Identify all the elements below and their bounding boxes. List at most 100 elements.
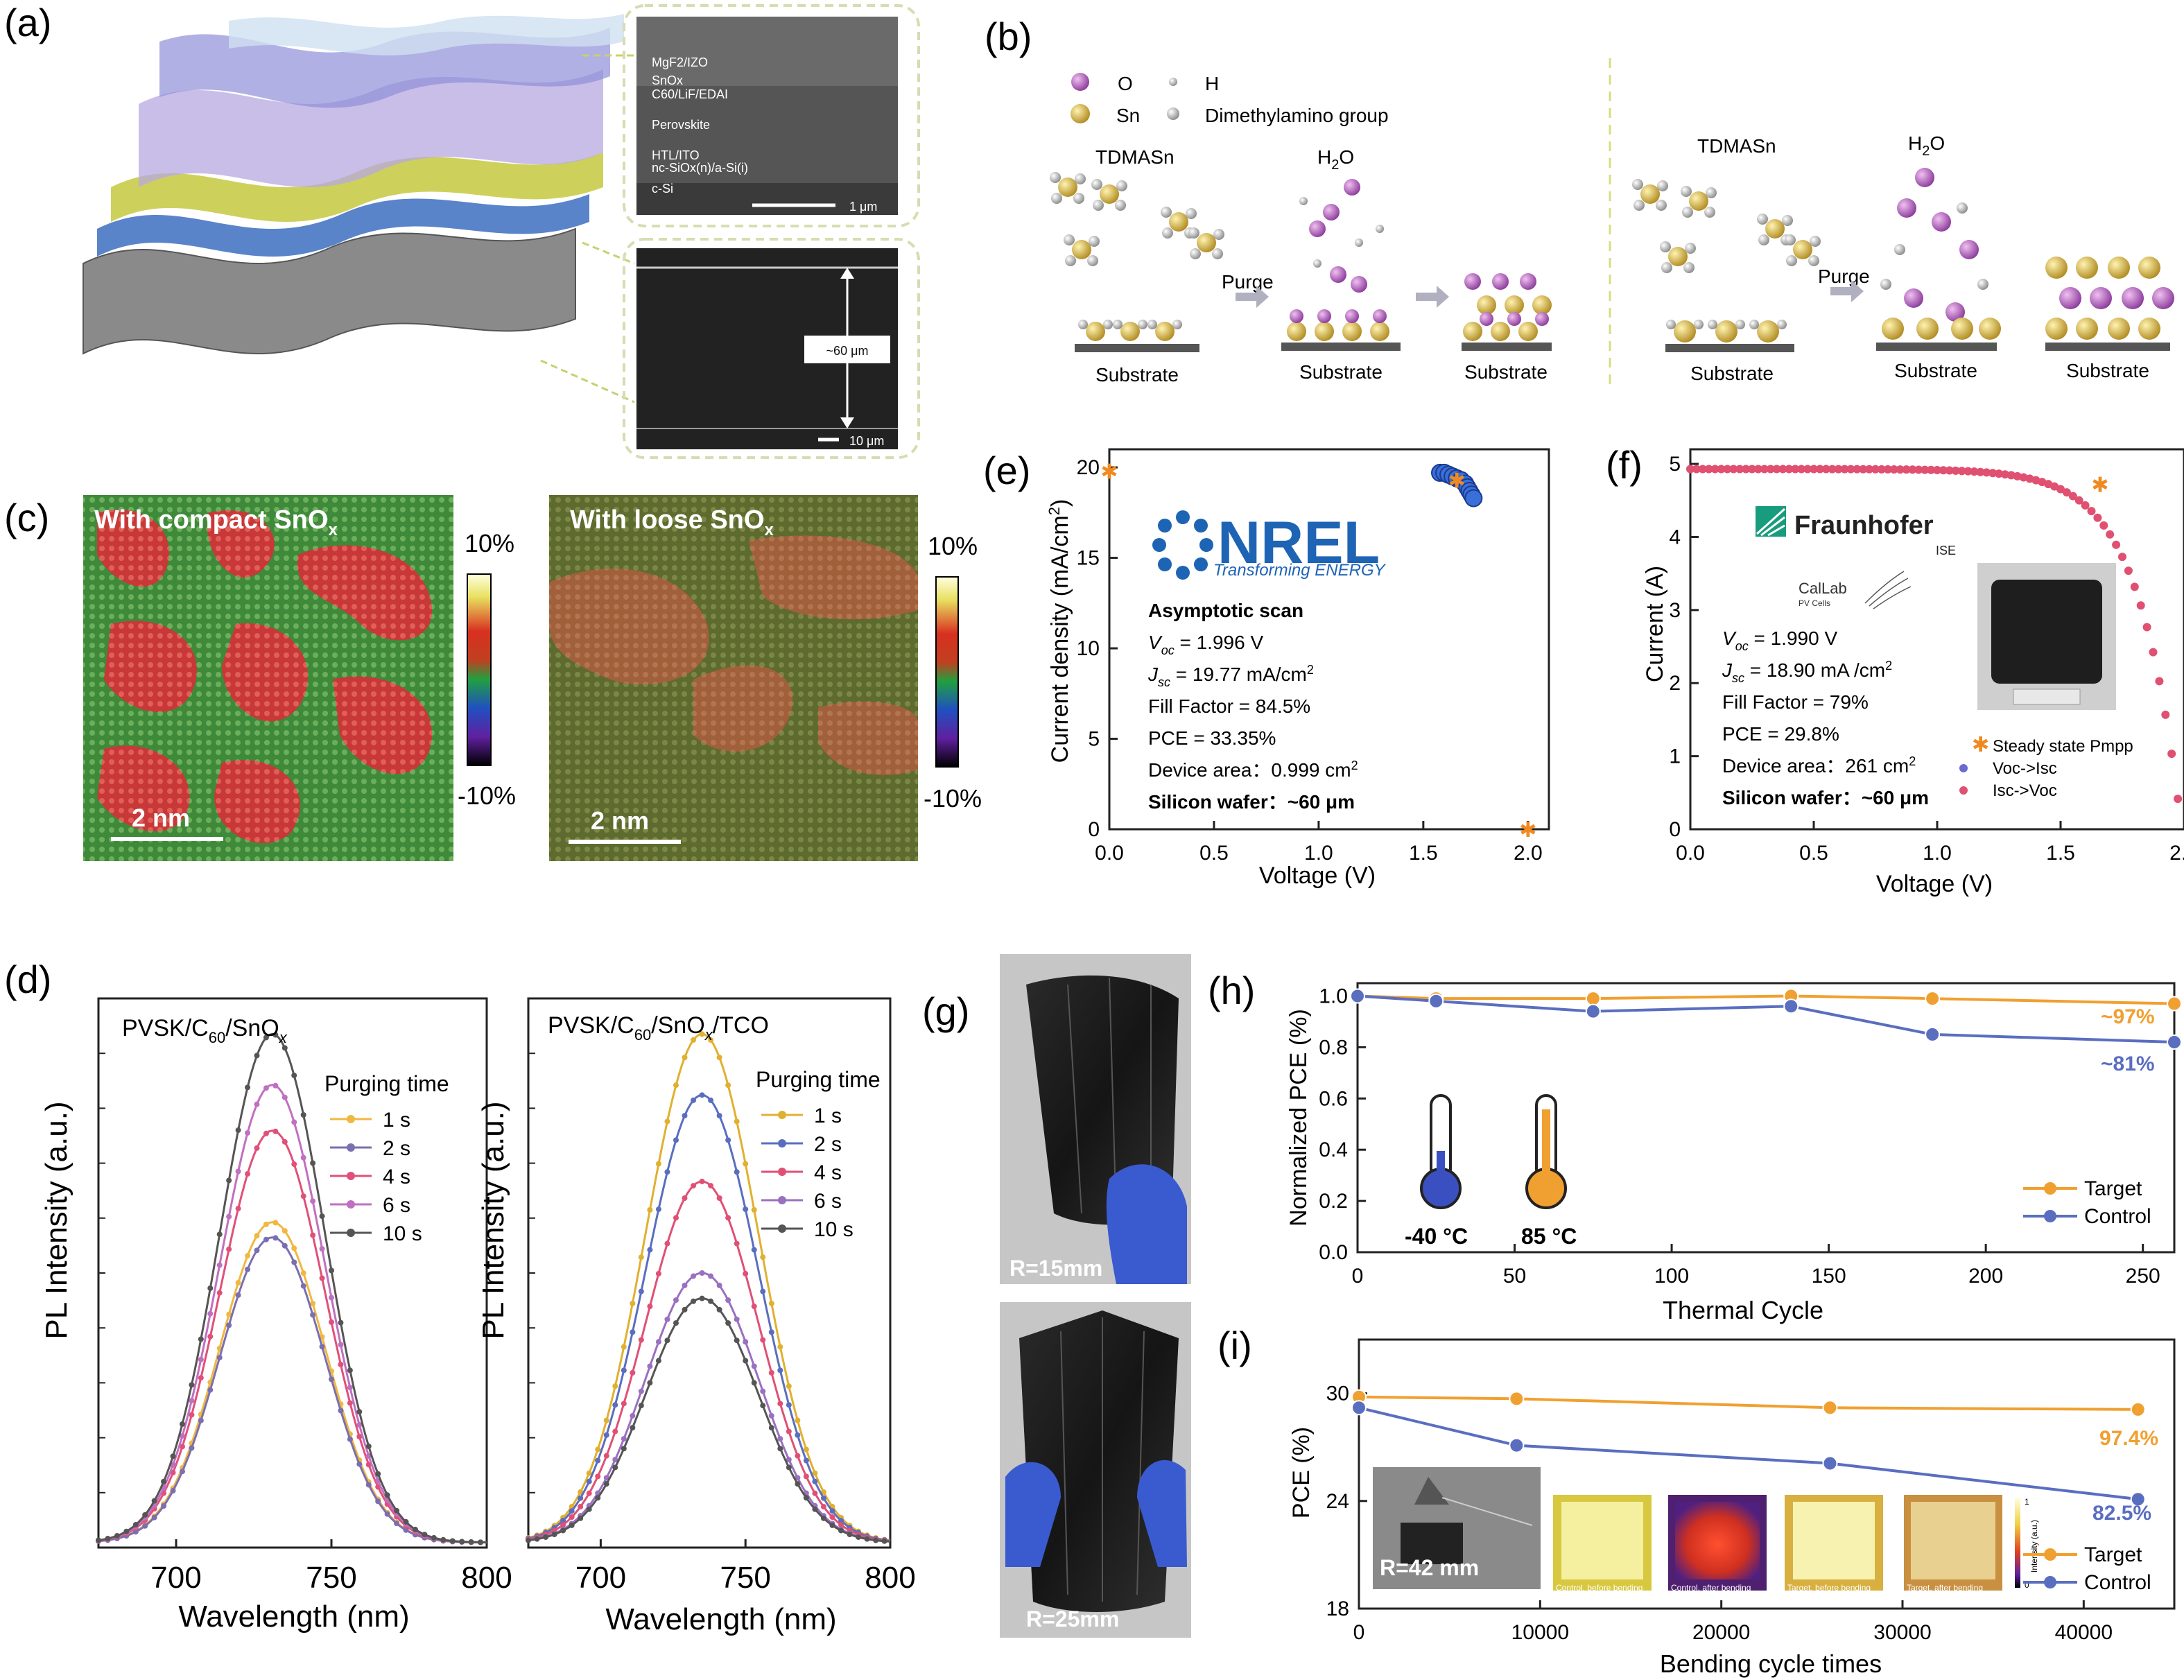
data-point <box>1859 465 1868 474</box>
data-point <box>1748 465 1756 474</box>
data-point <box>1945 466 1954 475</box>
data-point <box>375 1471 381 1477</box>
layer-label: nc-SiOx(n)/a-Si(i) <box>652 161 748 175</box>
svg-text:Control, before bending: Control, before bending <box>1556 1583 1643 1593</box>
hydrogen-atom-icon <box>1683 262 1695 273</box>
data-point <box>621 1401 627 1407</box>
data-point <box>329 1294 334 1301</box>
data-point <box>1821 465 1830 474</box>
data-point <box>786 1402 792 1408</box>
data-point <box>1988 469 1997 478</box>
data-point <box>245 1129 251 1136</box>
hydrogen-atom-icon <box>1116 180 1127 191</box>
data-point <box>1834 465 1843 474</box>
tin-atom-icon <box>1120 322 1140 341</box>
series-line <box>1357 994 2175 1043</box>
sample-label: PVSK/C60/SnOx <box>122 1015 288 1046</box>
data-point <box>751 1304 757 1310</box>
data-point <box>1350 988 1365 1004</box>
dimethylamino-icon <box>1167 107 1179 120</box>
data-point <box>708 1037 714 1043</box>
stem-image-compact: With compact SnOx 2 nm <box>83 495 453 861</box>
data-point <box>812 1470 818 1476</box>
data-point <box>329 1319 334 1325</box>
oxygen-atom-icon <box>2122 287 2144 309</box>
x-axis-title: Bending cycle times <box>1660 1649 1882 1678</box>
data-point <box>235 1127 241 1134</box>
data-point <box>1772 465 1781 474</box>
atom-legend: O H Sn Dimethylamino group <box>1071 73 1389 126</box>
data-point <box>281 1094 288 1100</box>
data-point <box>560 1522 566 1528</box>
data-point <box>1686 465 1695 474</box>
data-point <box>682 1282 688 1288</box>
hydrogen-atom-icon <box>1808 255 1819 266</box>
data-point <box>1753 465 1762 474</box>
data-point <box>760 1288 766 1294</box>
data-point <box>838 1522 844 1528</box>
data-point <box>1921 465 1930 474</box>
series-line <box>528 1272 891 1543</box>
data-point <box>384 1511 390 1517</box>
data-point <box>1970 467 1979 476</box>
data-point <box>829 1508 835 1514</box>
panel-i-letter: (i) <box>1217 1324 1252 1367</box>
data-point <box>612 1402 618 1408</box>
data-point <box>1982 468 1991 477</box>
data-point <box>699 1270 705 1276</box>
data-point <box>725 1297 731 1304</box>
data-point <box>647 1207 653 1213</box>
legend-title: Purging time <box>324 1071 449 1096</box>
data-point <box>673 1082 679 1089</box>
data-point <box>319 1275 325 1281</box>
data-point <box>743 1270 749 1276</box>
ald-process-schematic <box>1050 168 2174 352</box>
data-point <box>768 1412 774 1419</box>
data-point <box>1810 465 1818 474</box>
data-point <box>734 1337 740 1344</box>
data-point <box>281 1045 288 1051</box>
fraunhofer-parameters: Voc = 1.990 V Jsc = 18.90 mA /cm2 Fill F… <box>1722 627 1929 808</box>
data-point <box>716 1282 722 1288</box>
data-point <box>1865 465 1874 474</box>
data-point <box>1428 993 1444 1009</box>
data-point <box>664 1118 670 1125</box>
iv-chart-fraunhofer: 0.0 0.5 1.0 1.5 2.0 0 1 2 3 4 5 ✱ <box>1669 448 2184 865</box>
svg-text:Steady state Pmpp: Steady state Pmpp <box>1993 737 2133 756</box>
data-point <box>1877 465 1886 474</box>
svg-text:Isc->Voc: Isc->Voc <box>1993 781 2057 800</box>
data-point <box>691 1037 697 1043</box>
data-point <box>647 1380 653 1386</box>
data-point <box>534 1536 540 1542</box>
data-point <box>881 1538 887 1544</box>
data-point <box>281 1228 288 1234</box>
sample-label: PVSK/C60/SnOx/TCO <box>548 1012 769 1043</box>
data-point <box>412 1526 418 1532</box>
hydrogen-atom-icon <box>1694 320 1704 329</box>
y-tick-label: 0 <box>1088 818 1100 841</box>
hydrogen-atom-icon <box>1138 320 1147 329</box>
scale-bar-label: 10 μm <box>849 434 884 448</box>
data-point <box>734 1169 740 1175</box>
hydrogen-atom-icon <box>1682 207 1693 218</box>
data-point <box>291 1119 297 1125</box>
x-axis-title: Thermal Cycle <box>1663 1296 1823 1324</box>
legend-title: Purging time <box>756 1067 881 1092</box>
hydrogen-atom-icon <box>1735 320 1745 329</box>
voc-isc-marker-icon <box>1959 764 1968 772</box>
data-point <box>291 1259 297 1265</box>
data-point <box>245 1084 251 1091</box>
data-point <box>1509 1391 1525 1407</box>
data-point <box>459 1539 465 1545</box>
hydrogen-atom-icon <box>1089 236 1100 247</box>
y-tick-label: 4 <box>1669 526 1681 548</box>
data-point <box>847 1532 853 1538</box>
data-point <box>226 1311 232 1317</box>
x-tick-label: 0 <box>1352 1265 1364 1288</box>
tin-atom-icon <box>1072 240 1091 259</box>
data-point <box>254 1247 260 1254</box>
oxygen-atom-icon <box>1520 273 1536 290</box>
data-point <box>356 1433 363 1439</box>
data-point <box>1815 465 1824 474</box>
steady-state-marker-icon: ✱ <box>1972 734 1989 756</box>
